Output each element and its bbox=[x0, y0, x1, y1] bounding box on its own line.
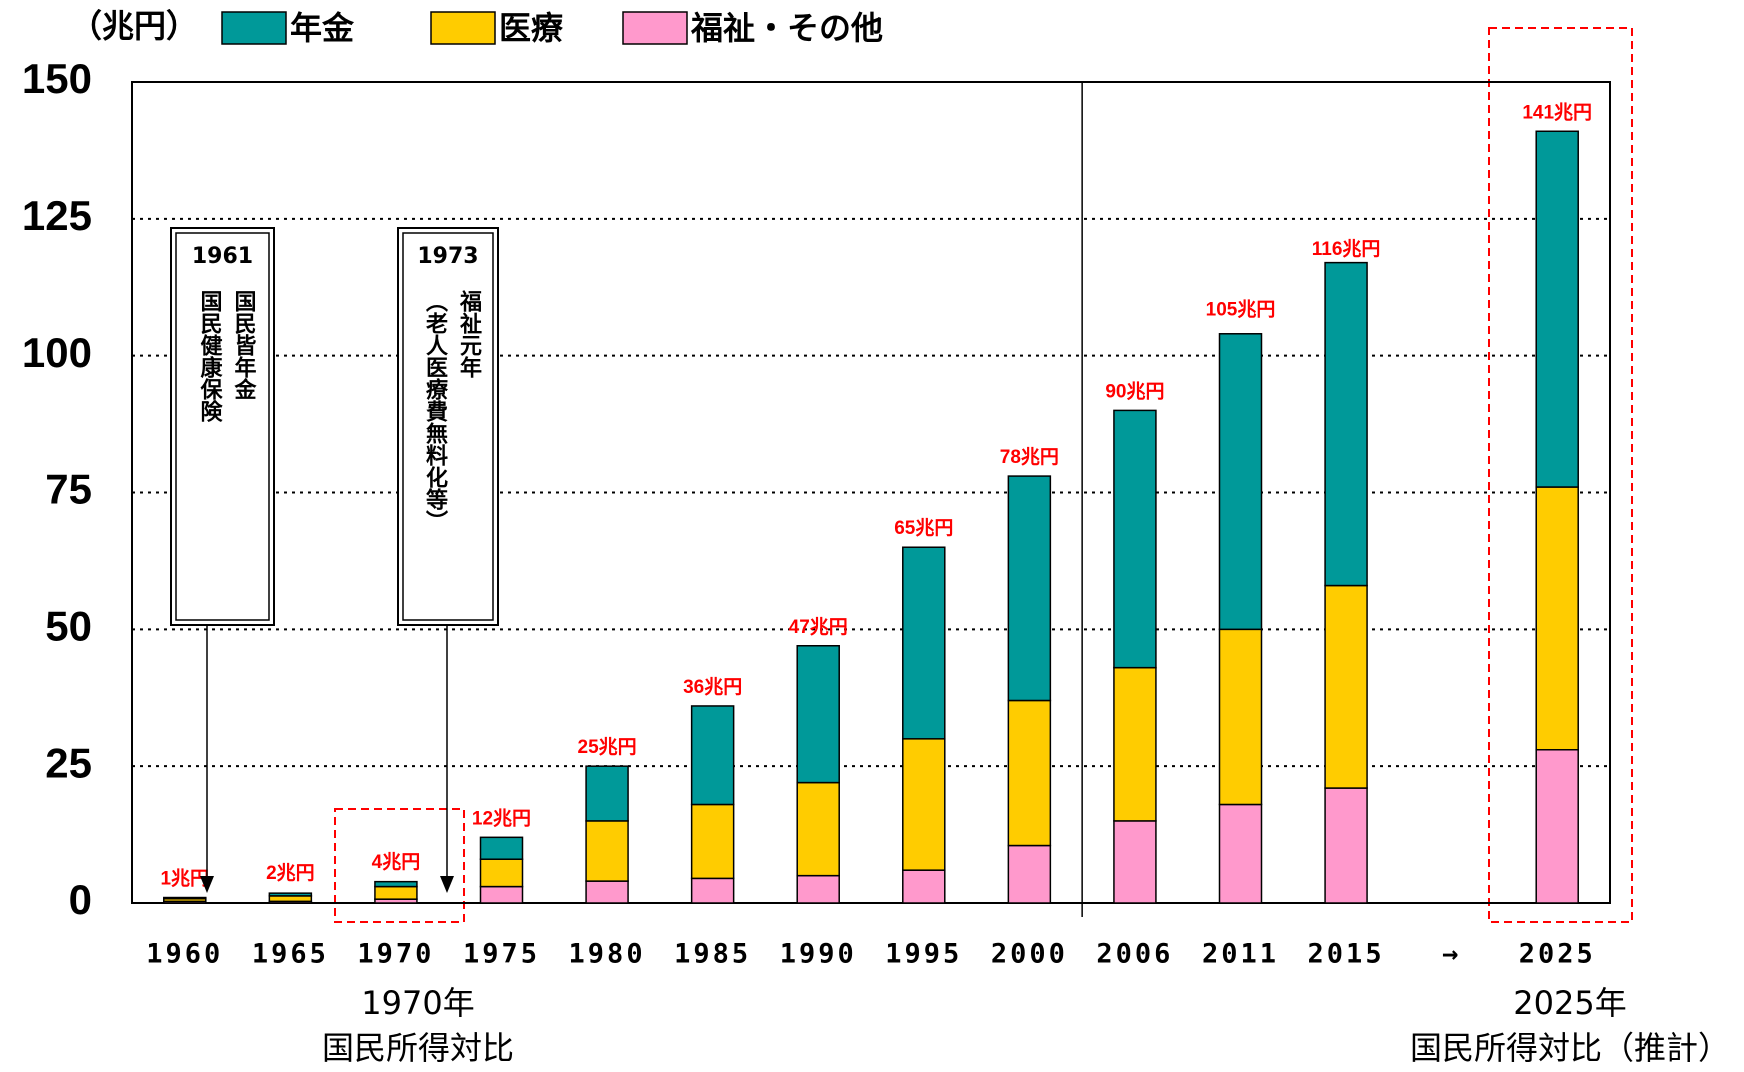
value-label: 65兆円 bbox=[894, 517, 953, 539]
bar-segment bbox=[1113, 820, 1157, 904]
y-tick-label: 50 bbox=[45, 602, 92, 649]
highlight-box bbox=[1488, 27, 1633, 923]
x-tick-label: 2025 bbox=[1519, 939, 1596, 970]
value-label: 25兆円 bbox=[578, 736, 637, 758]
y-tick-label: 100 bbox=[22, 329, 92, 376]
value-label: 90兆円 bbox=[1105, 380, 1164, 402]
value-label: 116兆円 bbox=[1312, 238, 1381, 260]
bar-segment bbox=[1535, 130, 1579, 488]
annotation-box-inner bbox=[402, 232, 494, 621]
bar-segment bbox=[796, 645, 840, 784]
bar-segment bbox=[1324, 261, 1368, 587]
x-tick-label: 1970 bbox=[357, 939, 434, 970]
legend-swatch bbox=[622, 11, 688, 45]
arrow-head bbox=[440, 876, 454, 893]
x-tick-label: 1960 bbox=[146, 939, 223, 970]
note: 1970年 bbox=[361, 984, 474, 1022]
unit-label: （兆円） bbox=[70, 7, 198, 45]
legend-label: 年金 bbox=[290, 9, 355, 47]
bar-segment bbox=[374, 880, 418, 888]
legend-label: 医療 bbox=[499, 9, 564, 47]
legend-swatch bbox=[221, 11, 287, 45]
y-tick-label: 125 bbox=[22, 192, 92, 239]
bar-segment bbox=[585, 765, 629, 822]
bar-segment bbox=[479, 858, 524, 888]
x-tick-label: 2006 bbox=[1096, 939, 1173, 970]
bar-segment bbox=[1535, 748, 1579, 904]
y-tick-label: 75 bbox=[45, 466, 92, 513]
x-tick-label: 1980 bbox=[569, 939, 646, 970]
bar-segment bbox=[902, 546, 946, 740]
bar-segment bbox=[1324, 787, 1368, 904]
bar-segment bbox=[479, 836, 524, 860]
bar-segment bbox=[268, 892, 313, 897]
bar-segment bbox=[902, 869, 946, 904]
bar-segment bbox=[1113, 666, 1157, 822]
bar-segment bbox=[585, 880, 629, 904]
y-tick-label: 150 bbox=[22, 55, 92, 102]
x-tick-label: 1990 bbox=[780, 939, 857, 970]
annotation-text: 国民皆年金 bbox=[231, 290, 258, 400]
value-label: 2兆円 bbox=[266, 862, 315, 884]
x-tick-label: 2000 bbox=[991, 939, 1068, 970]
bar-segment bbox=[690, 877, 735, 904]
annotation-box bbox=[397, 227, 499, 626]
annotation-text: 国民健康保険 bbox=[197, 290, 224, 423]
annotation-year: 1961 bbox=[192, 244, 253, 269]
arrow-head bbox=[200, 876, 214, 893]
legend-label: 福祉・その他 bbox=[690, 9, 883, 47]
value-label: 47兆円 bbox=[789, 616, 848, 638]
value-label: 78兆円 bbox=[1000, 446, 1059, 468]
annotation-year: 1973 bbox=[417, 244, 478, 269]
annotation-text: （老人医療費無料化等） bbox=[422, 290, 449, 532]
bar-segment bbox=[796, 874, 840, 904]
x-tick-label: 1965 bbox=[252, 939, 329, 970]
note: 国民所得対比（推計） bbox=[1410, 1029, 1730, 1067]
bar-segment bbox=[479, 885, 524, 904]
value-label: 105兆円 bbox=[1206, 298, 1276, 320]
highlight-box bbox=[334, 808, 465, 923]
bar-segment bbox=[585, 820, 629, 882]
annotation-text: 福祉元年 bbox=[456, 290, 483, 378]
bar-segment bbox=[374, 885, 418, 900]
legend-swatch bbox=[430, 11, 496, 45]
value-label: 4兆円 bbox=[372, 851, 421, 873]
bar-segment bbox=[690, 803, 735, 880]
annotation-box-inner bbox=[175, 232, 270, 621]
plot-frame bbox=[131, 81, 1611, 904]
bar-segment bbox=[902, 738, 946, 871]
x-tick-label: 1975 bbox=[463, 939, 540, 970]
bar-segment bbox=[268, 895, 313, 903]
bar-segment bbox=[1218, 628, 1263, 806]
bar-segment bbox=[796, 781, 840, 877]
value-label: 1兆円 bbox=[160, 868, 209, 890]
note: 2025年 bbox=[1513, 984, 1626, 1022]
x-tick-label: 2011 bbox=[1202, 939, 1279, 970]
x-tick-label: 1995 bbox=[885, 939, 962, 970]
x-tick-label: 1985 bbox=[674, 939, 751, 970]
bar-segment bbox=[1007, 699, 1052, 847]
bar-segment bbox=[1218, 803, 1263, 904]
bar-segment bbox=[690, 705, 735, 806]
annotation-box bbox=[170, 227, 275, 626]
bar-segment bbox=[1007, 844, 1052, 904]
bar-segment bbox=[1218, 333, 1263, 631]
value-label: 36兆円 bbox=[683, 676, 742, 698]
value-label: 12兆円 bbox=[472, 807, 531, 829]
y-tick-label: 25 bbox=[45, 739, 92, 786]
bar-segment bbox=[1324, 584, 1368, 789]
note: 国民所得対比 bbox=[322, 1029, 514, 1067]
x-tick-label: 2015 bbox=[1308, 939, 1385, 970]
bar-segment bbox=[1535, 486, 1579, 751]
y-tick-label: 0 bbox=[69, 876, 92, 923]
bar-segment bbox=[1007, 475, 1052, 702]
bar-segment bbox=[163, 896, 207, 900]
bar-segment bbox=[1113, 409, 1157, 669]
value-label: 141兆円 bbox=[1522, 101, 1592, 123]
x-tick-label: → bbox=[1442, 939, 1461, 970]
